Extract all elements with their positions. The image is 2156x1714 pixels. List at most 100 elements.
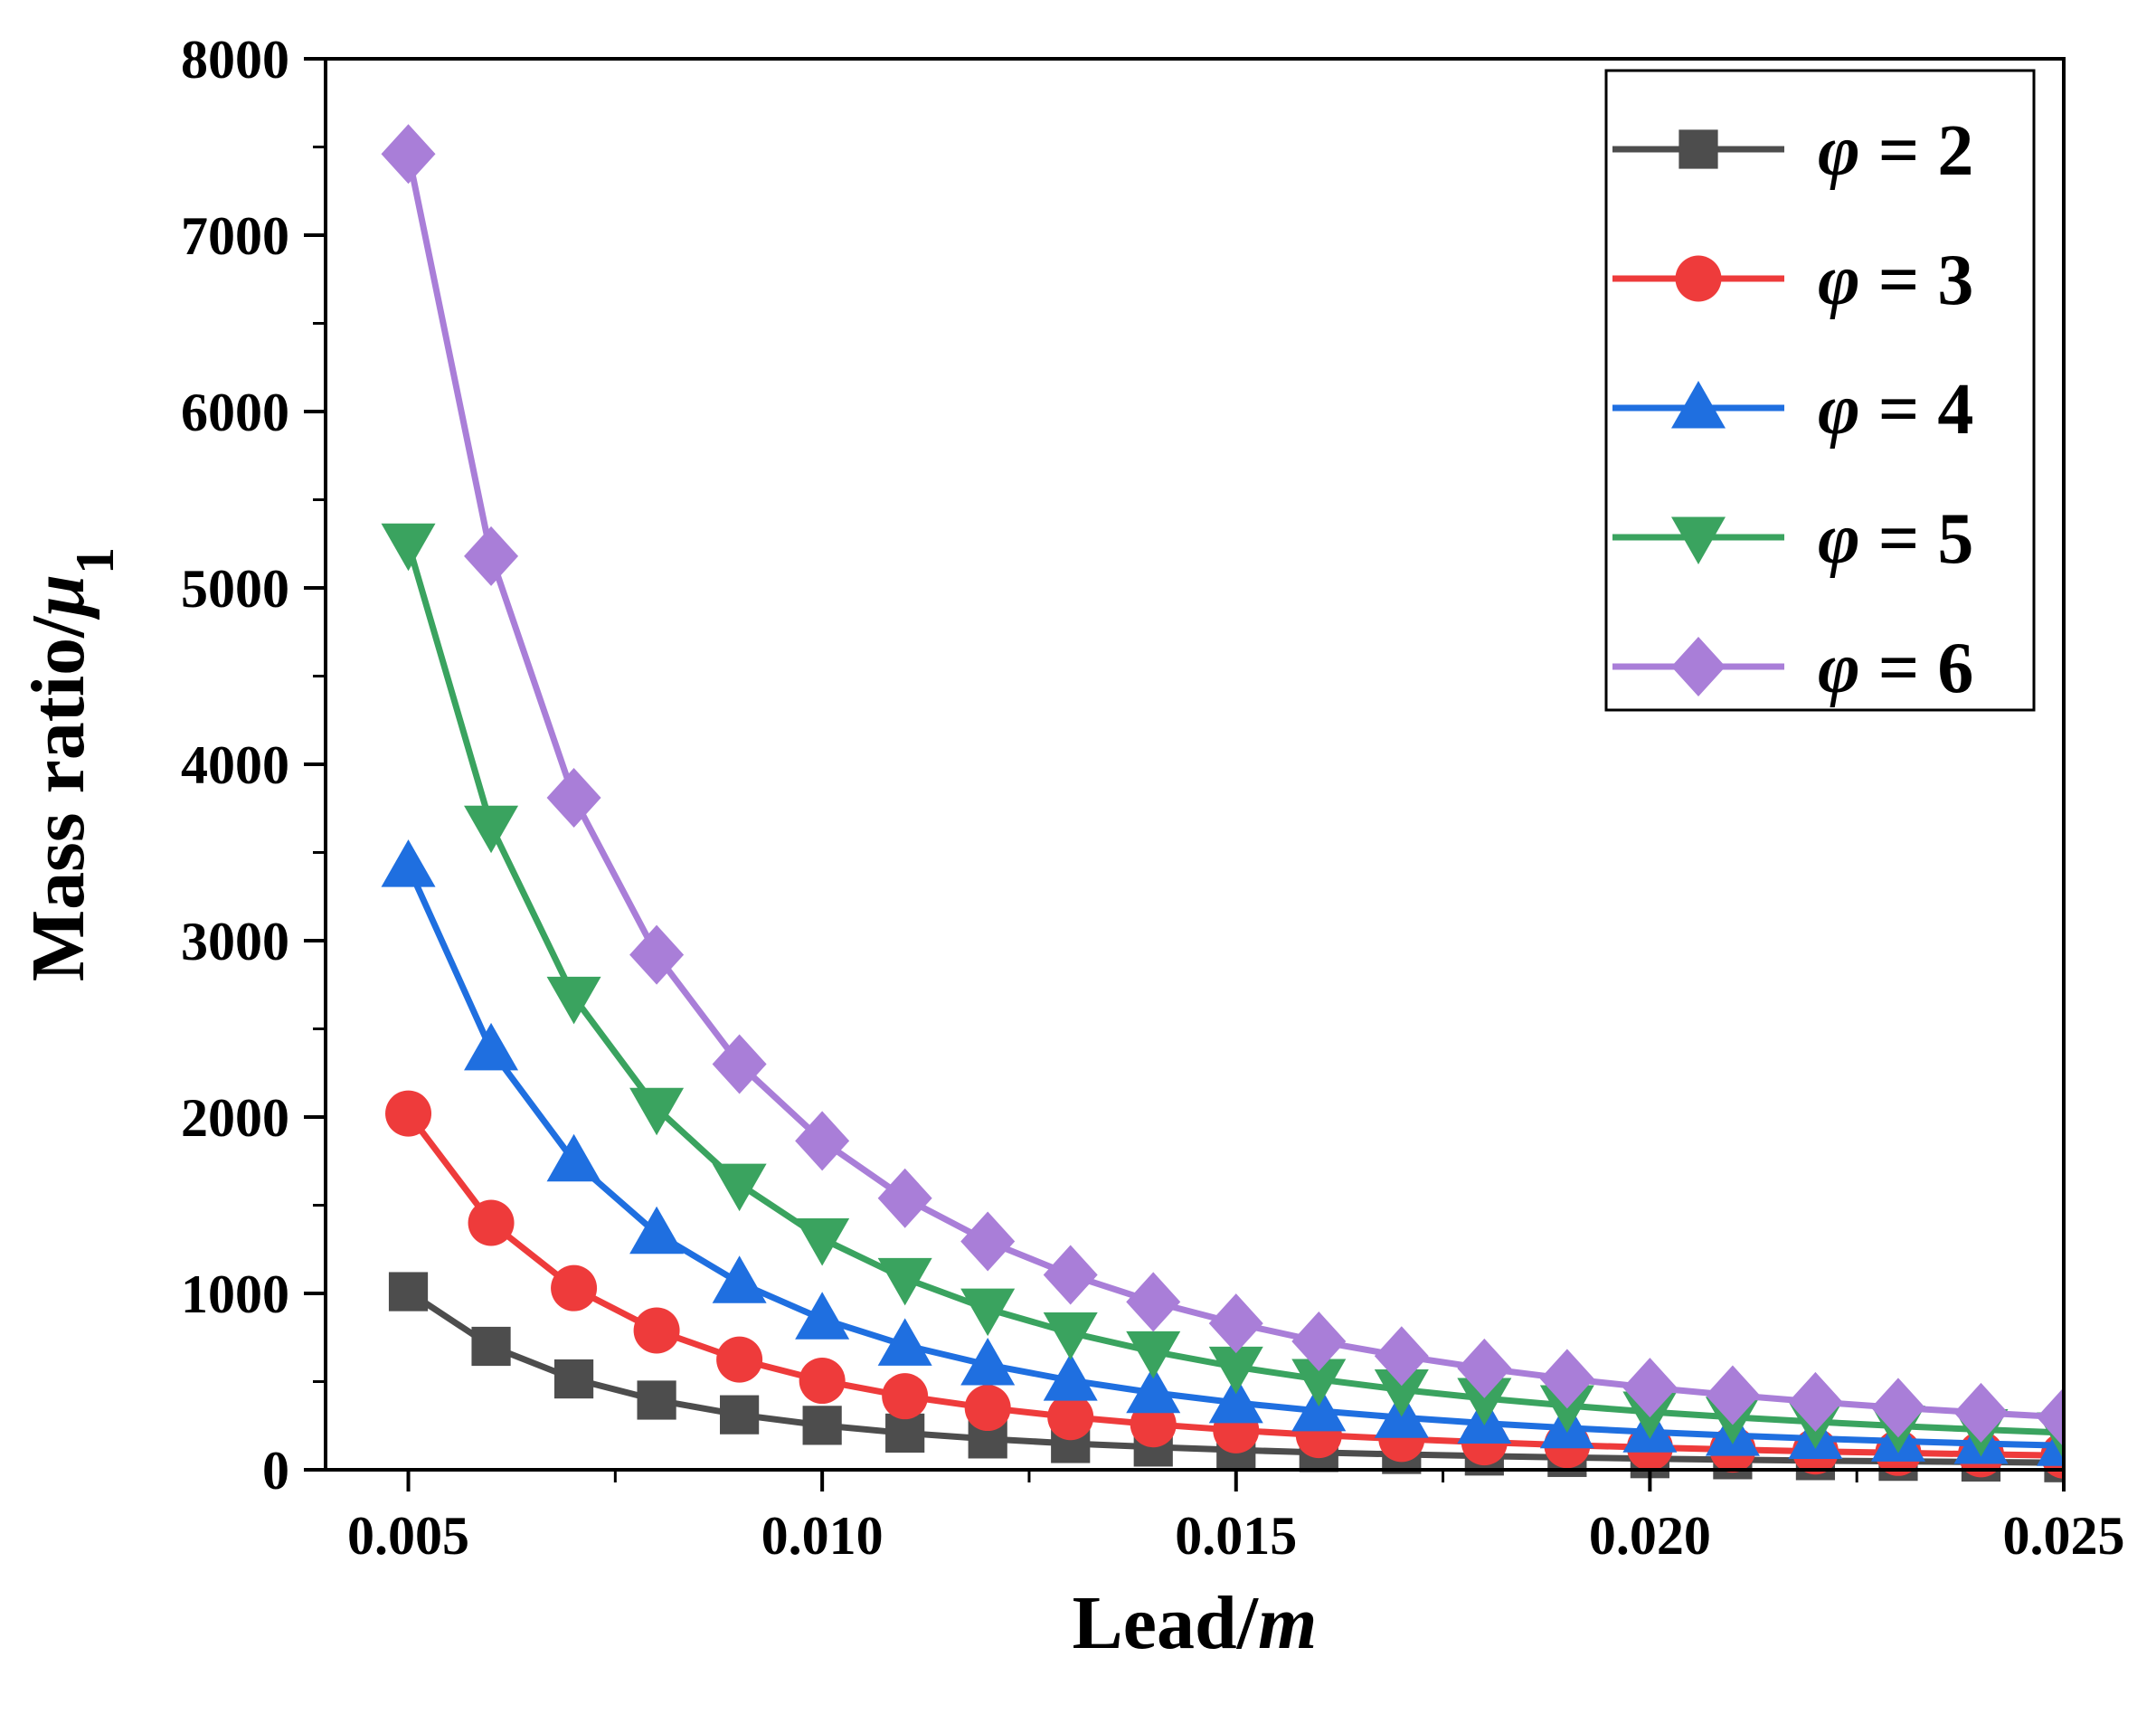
data-point [546, 768, 601, 829]
data-point [716, 1336, 763, 1383]
data-point [553, 1359, 594, 1399]
data-point [712, 1034, 767, 1094]
x-tick-label: 0.005 [347, 1506, 469, 1566]
y-tick-label: 1000 [181, 1264, 289, 1324]
y-axis: 0 1000 2000 3000 4000 5000 6000 7000 8000 [181, 30, 326, 1501]
data-point [385, 1090, 432, 1137]
data-point [1126, 1272, 1181, 1332]
legend-marker [1675, 255, 1722, 302]
legend-label: φ = 4 [1818, 370, 1973, 450]
data-point [1953, 1382, 2009, 1443]
data-point [1291, 1359, 1347, 1406]
data-point [633, 1307, 680, 1354]
legend-item: φ = 3 [1612, 241, 1973, 320]
legend-label: φ = 3 [1818, 241, 1973, 320]
series-layer [381, 124, 2066, 1482]
data-point [712, 1163, 767, 1212]
data-point [1870, 1378, 1925, 1438]
data-point [712, 1255, 767, 1303]
y-tick-label: 4000 [181, 735, 289, 795]
data-point [2037, 1387, 2066, 1447]
legend: φ = 2 φ = 3 φ = 4 φ = 5 φ = 6 [1604, 69, 2036, 712]
y-tick-label: 2000 [181, 1088, 289, 1148]
data-point [802, 1406, 842, 1445]
data-point [885, 1413, 925, 1454]
data-point [1043, 1353, 1098, 1401]
data-point [629, 1087, 685, 1136]
legend-box [1604, 69, 2036, 712]
data-point [1374, 1368, 1429, 1417]
legend-label: φ = 5 [1818, 499, 1973, 579]
legend-marker [1678, 129, 1718, 169]
data-point [795, 1292, 850, 1340]
data-point [1291, 1312, 1347, 1372]
data-point [964, 1385, 1011, 1432]
data-point [629, 1206, 685, 1255]
data-point [1374, 1326, 1429, 1387]
data-point [1208, 1346, 1263, 1395]
data-point [464, 805, 519, 854]
data-point [1539, 1385, 1594, 1434]
data-point [546, 976, 601, 1025]
data-point [464, 526, 519, 586]
x-tick-label: 0.010 [761, 1506, 884, 1566]
data-point [1126, 1330, 1181, 1379]
data-point [960, 1211, 1016, 1272]
data-point [1126, 1365, 1181, 1414]
data-point [1705, 1365, 1760, 1425]
data-point [877, 1168, 932, 1228]
data-point [546, 1133, 601, 1182]
data-point [882, 1373, 929, 1420]
x-tick-label: 0.020 [1589, 1506, 1711, 1566]
data-point [637, 1380, 676, 1420]
data-point [381, 839, 436, 887]
data-point [388, 1272, 429, 1312]
legend-item: φ = 2 [1612, 111, 1973, 191]
data-point [464, 1022, 519, 1071]
data-point [1622, 1358, 1678, 1418]
x-tick-label: 0.025 [2003, 1506, 2125, 1566]
data-point [960, 1288, 1016, 1337]
data-point [877, 1257, 932, 1306]
y-tick-label: 8000 [181, 30, 289, 90]
data-point [1047, 1394, 1094, 1441]
data-point [960, 1337, 1016, 1386]
legend-label: φ = 6 [1818, 629, 1973, 708]
legend-item: φ = 5 [1612, 499, 1973, 579]
data-point [1457, 1338, 1512, 1398]
data-point [1788, 1371, 1843, 1432]
legend-item: φ = 4 [1612, 370, 1973, 450]
data-point [1208, 1375, 1263, 1424]
data-point [720, 1395, 760, 1435]
legend-marker [1671, 637, 1726, 696]
data-point [1043, 1245, 1098, 1305]
y-tick-label: 3000 [181, 912, 289, 971]
data-point [551, 1264, 598, 1312]
data-point [381, 523, 436, 572]
data-point [471, 1326, 511, 1367]
data-point [381, 124, 436, 185]
legend-marker [1671, 381, 1726, 429]
data-point [1457, 1378, 1512, 1426]
data-point [1539, 1349, 1594, 1409]
series-5 [381, 124, 2066, 1447]
legend-item: φ = 6 [1612, 629, 1973, 708]
data-point [1208, 1293, 1263, 1354]
y-tick-label: 0 [262, 1441, 289, 1501]
x-axis: 0.005 0.010 0.015 0.020 0.025 [347, 1470, 2125, 1566]
data-point [629, 924, 685, 985]
data-point [1043, 1312, 1098, 1360]
y-tick-label: 6000 [181, 383, 289, 442]
y-axis-title: Mass ratio/μ1 [16, 547, 125, 981]
x-axis-title: Lead/m [1073, 1581, 1318, 1665]
data-point [877, 1318, 932, 1366]
legend-label: φ = 2 [1818, 111, 1973, 191]
data-point [795, 1111, 850, 1171]
x-tick-label: 0.015 [1175, 1506, 1297, 1566]
data-point [1291, 1383, 1347, 1432]
y-tick-label: 7000 [181, 206, 289, 266]
y-tick-label: 5000 [181, 559, 289, 619]
data-point [468, 1199, 515, 1246]
data-point [795, 1218, 850, 1266]
